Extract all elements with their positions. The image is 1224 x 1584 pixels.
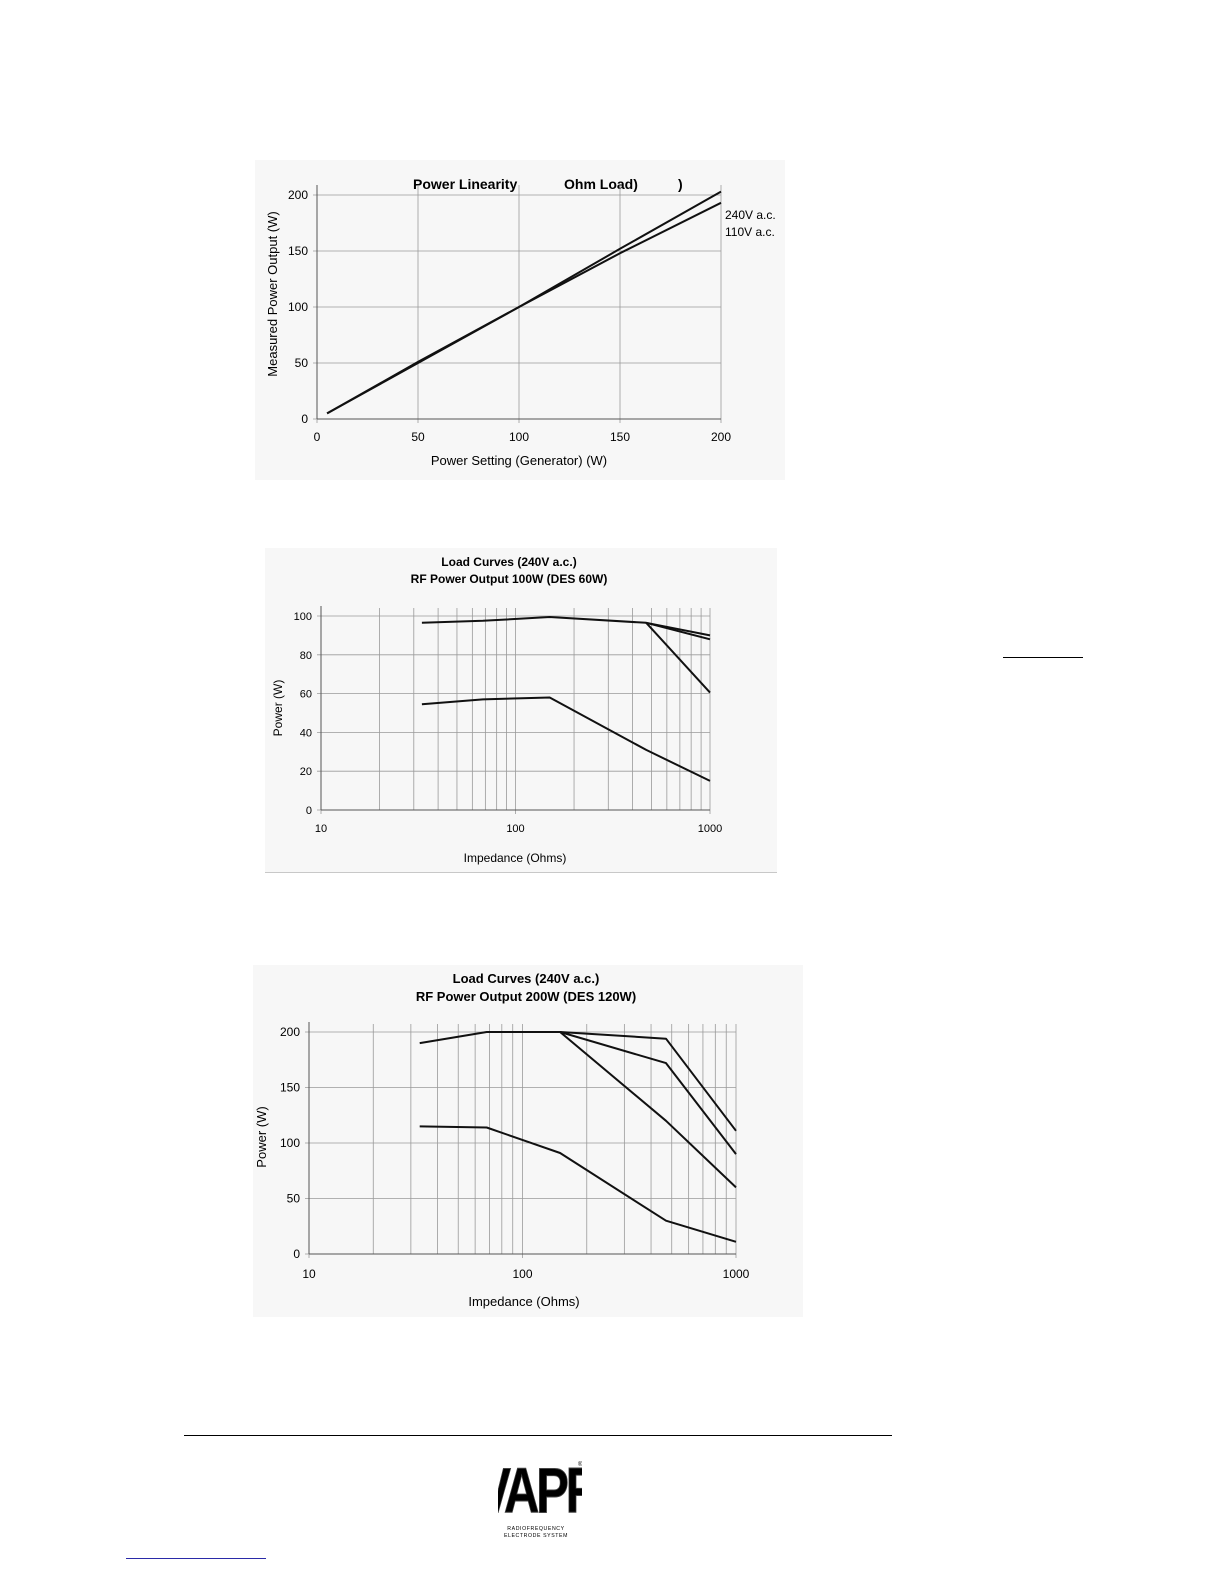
series-line-2 bbox=[559, 1031, 737, 1155]
x-axis-label: Power Setting (Generator) (W) bbox=[431, 453, 607, 468]
x-tick-label: 0 bbox=[314, 430, 321, 444]
chart-title-part2: Ohm Load) bbox=[564, 176, 638, 192]
y-tick-label: 60 bbox=[300, 689, 312, 701]
underline-rule bbox=[1003, 657, 1083, 658]
y-tick-label: 20 bbox=[300, 766, 312, 778]
legend-label-110v: 110V a.c. bbox=[725, 225, 775, 239]
series-line-2 bbox=[326, 201, 722, 415]
logo-wordmark: VAPR bbox=[498, 1455, 582, 1527]
x-tick-label: 200 bbox=[711, 430, 731, 444]
load-curves-200w-chart: Load Curves (240V a.c.) RF Power Output … bbox=[253, 965, 803, 1317]
y-tick-label: 40 bbox=[300, 727, 312, 739]
chart-title: Load Curves (240V a.c.) bbox=[441, 555, 576, 569]
series-line-2 bbox=[645, 621, 711, 641]
power-linearity-chart: Power Linearity Ohm Load) ) 0 50 100 150 200… bbox=[255, 160, 785, 480]
y-tick-label: 150 bbox=[280, 1081, 300, 1095]
series-lines bbox=[419, 1031, 737, 1243]
logo-registered-mark: ® bbox=[578, 1461, 582, 1468]
series-lines bbox=[326, 190, 722, 415]
y-axis-label: Power (W) bbox=[254, 1106, 269, 1167]
y-axis-label: Measured Power Output (W) bbox=[265, 211, 280, 376]
x-tick-label: 10 bbox=[302, 1267, 316, 1281]
grid bbox=[305, 1022, 737, 1258]
x-tick-label: 1000 bbox=[698, 823, 722, 835]
x-tick-label: 150 bbox=[610, 430, 630, 444]
chart-title-part3: ) bbox=[678, 176, 683, 192]
y-tick-label: 100 bbox=[288, 300, 308, 314]
chart-title: Power Linearity bbox=[413, 176, 517, 192]
tick-labels: 0 20 40 60 80 100 10 100 1000 bbox=[294, 611, 723, 835]
y-tick-label: 0 bbox=[301, 412, 308, 426]
grid bbox=[317, 606, 711, 814]
x-tick-label: 10 bbox=[315, 823, 327, 835]
y-tick-label: 100 bbox=[294, 611, 312, 623]
x-axis-label: Impedance (Ohms) bbox=[464, 851, 567, 865]
footer-rule bbox=[184, 1435, 892, 1436]
series-lines bbox=[421, 616, 711, 782]
logo-subtext-2: ELECTRODE SYSTEM bbox=[504, 1533, 568, 1539]
series-line-4 bbox=[419, 1125, 737, 1243]
x-tick-label: 100 bbox=[509, 430, 529, 444]
x-tick-label: 1000 bbox=[723, 1267, 750, 1281]
series-line-1 bbox=[421, 616, 711, 637]
chart-title: Load Curves (240V a.c.) bbox=[453, 971, 600, 986]
series-line-3 bbox=[645, 622, 711, 694]
x-tick-label: 100 bbox=[512, 1267, 532, 1281]
logo-subtext-1: RADIOFREQUENCY bbox=[507, 1526, 564, 1532]
chart-subtitle: RF Power Output 200W (DES 120W) bbox=[416, 989, 636, 1004]
y-tick-label: 150 bbox=[288, 244, 308, 258]
tick-labels: 0 50 100 150 200 10 100 1000 bbox=[280, 1025, 750, 1281]
series-line-4 bbox=[421, 696, 711, 782]
y-tick-label: 0 bbox=[293, 1247, 300, 1261]
series-line-3 bbox=[559, 1031, 737, 1189]
y-tick-label: 0 bbox=[306, 805, 312, 817]
y-tick-label: 80 bbox=[300, 650, 312, 662]
legend-label-240v: 240V a.c. bbox=[725, 208, 776, 222]
footer-link-underline bbox=[126, 1558, 266, 1559]
chart-background bbox=[255, 160, 785, 480]
chart-subtitle: RF Power Output 100W (DES 60W) bbox=[411, 572, 608, 586]
series-line-1 bbox=[419, 1031, 737, 1132]
y-tick-label: 50 bbox=[295, 356, 309, 370]
x-tick-label: 50 bbox=[411, 430, 425, 444]
y-axis-label: Power (W) bbox=[271, 680, 285, 737]
vapr-logo: VAPR ® RADIOFREQUENCY ELECTRODE SYSTEM bbox=[498, 1455, 582, 1539]
x-tick-label: 100 bbox=[506, 823, 524, 835]
chart-background bbox=[265, 548, 777, 872]
y-tick-label: 100 bbox=[280, 1136, 300, 1150]
x-axis-label: Impedance (Ohms) bbox=[468, 1294, 579, 1309]
tick-labels: 0 50 100 150 200 0 50 100 150 200 bbox=[288, 188, 731, 444]
load-curves-100w-chart: Load Curves (240V a.c.) RF Power Output … bbox=[265, 548, 777, 873]
y-tick-label: 200 bbox=[288, 188, 308, 202]
y-tick-label: 50 bbox=[287, 1192, 301, 1206]
y-tick-label: 200 bbox=[280, 1025, 300, 1039]
